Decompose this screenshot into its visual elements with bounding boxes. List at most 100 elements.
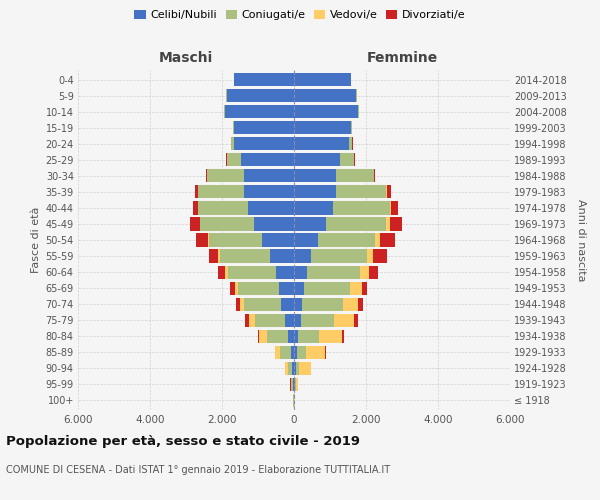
Bar — [294, 89, 356, 102]
Bar — [233, 137, 294, 150]
Bar — [294, 202, 333, 214]
Bar — [296, 378, 298, 391]
Bar — [301, 314, 334, 327]
Bar — [294, 121, 351, 134]
Bar — [294, 137, 349, 150]
Bar — [337, 170, 374, 182]
Bar — [248, 202, 294, 214]
Bar — [207, 170, 244, 182]
Bar — [380, 234, 395, 246]
Bar — [198, 186, 244, 198]
Bar — [285, 362, 288, 375]
Bar — [307, 266, 361, 278]
Bar — [294, 218, 326, 230]
Bar — [209, 250, 218, 262]
Bar — [293, 378, 294, 391]
Bar — [291, 346, 294, 359]
Bar — [238, 282, 279, 294]
Y-axis label: Fasce di età: Fasce di età — [31, 207, 41, 273]
Bar — [292, 362, 294, 375]
Bar — [284, 314, 294, 327]
Bar — [240, 298, 244, 310]
Bar — [280, 346, 291, 359]
Legend: Celibi/Nubili, Coniugati/e, Vedovi/e, Divorziati/e: Celibi/Nubili, Coniugati/e, Vedovi/e, Di… — [130, 6, 470, 25]
Bar — [231, 137, 233, 150]
Bar — [227, 89, 294, 102]
Bar — [275, 346, 280, 359]
Bar — [294, 170, 337, 182]
Bar — [196, 234, 208, 246]
Bar — [349, 137, 352, 150]
Bar — [224, 105, 225, 118]
Bar — [368, 266, 379, 278]
Bar — [281, 298, 294, 310]
Bar — [244, 298, 281, 310]
Bar — [294, 314, 301, 327]
Bar — [350, 282, 362, 294]
Bar — [225, 266, 228, 278]
Bar — [254, 218, 294, 230]
Bar — [269, 250, 294, 262]
Bar — [199, 218, 200, 230]
Bar — [361, 266, 369, 278]
Bar — [390, 202, 391, 214]
Bar — [218, 250, 220, 262]
Bar — [200, 218, 254, 230]
Bar — [267, 330, 288, 343]
Bar — [218, 266, 225, 278]
Bar — [236, 298, 240, 310]
Bar — [304, 282, 350, 294]
Bar — [337, 186, 386, 198]
Bar — [241, 153, 294, 166]
Bar — [294, 266, 307, 278]
Bar — [387, 186, 391, 198]
Bar — [306, 346, 325, 359]
Bar — [288, 362, 292, 375]
Bar — [294, 234, 319, 246]
Bar — [292, 378, 293, 391]
Bar — [391, 202, 398, 214]
Bar — [294, 105, 358, 118]
Bar — [325, 346, 326, 359]
Bar — [233, 121, 294, 134]
Bar — [358, 298, 363, 310]
Bar — [258, 330, 259, 343]
Bar — [208, 234, 209, 246]
Bar — [353, 314, 358, 327]
Bar — [319, 234, 376, 246]
Bar — [259, 330, 267, 343]
Bar — [193, 202, 197, 214]
Bar — [209, 234, 262, 246]
Bar — [244, 170, 294, 182]
Bar — [255, 314, 284, 327]
Bar — [373, 250, 387, 262]
Bar — [386, 186, 387, 198]
Bar — [358, 105, 359, 118]
Bar — [351, 121, 352, 134]
Bar — [220, 250, 269, 262]
Bar — [333, 202, 390, 214]
Bar — [319, 330, 342, 343]
Bar — [311, 250, 367, 262]
Bar — [362, 282, 367, 294]
Bar — [197, 202, 198, 214]
Bar — [367, 250, 373, 262]
Bar — [302, 298, 343, 310]
Bar — [299, 362, 311, 375]
Bar — [340, 153, 354, 166]
Bar — [354, 153, 355, 166]
Bar — [294, 282, 304, 294]
Bar — [227, 153, 241, 166]
Bar — [294, 362, 296, 375]
Bar — [294, 346, 296, 359]
Bar — [342, 330, 343, 343]
Bar — [244, 186, 294, 198]
Bar — [295, 378, 296, 391]
Bar — [279, 282, 294, 294]
Bar — [376, 234, 380, 246]
Bar — [275, 266, 294, 278]
Text: Femmine: Femmine — [367, 51, 437, 65]
Text: Popolazione per età, sesso e stato civile - 2019: Popolazione per età, sesso e stato civil… — [6, 435, 360, 448]
Bar — [298, 330, 319, 343]
Bar — [262, 234, 294, 246]
